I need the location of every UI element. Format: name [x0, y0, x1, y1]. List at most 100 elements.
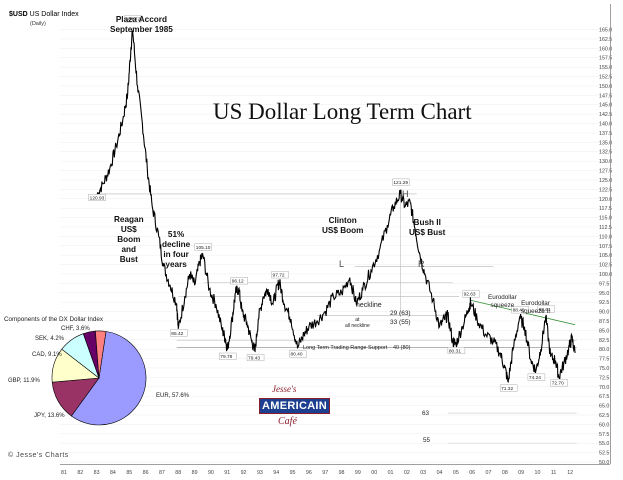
footer-credit: © Jesse's Charts — [8, 452, 69, 459]
x-tick-label: 96 — [306, 470, 312, 476]
y-tick-label: 80.0 — [599, 347, 609, 353]
x-tick-label: 91 — [224, 470, 230, 476]
y-tick-label: 62.5 — [599, 413, 609, 419]
value-label-box — [170, 329, 188, 337]
decline-annotation: 51% decline in four years — [162, 230, 191, 269]
target-55-label: 55 — [423, 437, 431, 444]
x-tick-label: 99 — [355, 470, 361, 476]
x-tick-label: 90 — [208, 470, 214, 476]
y-tick-label: 112.5 — [599, 225, 612, 231]
x-tick-label: 12 — [567, 470, 573, 476]
value-label: 79.43 — [248, 355, 260, 361]
y-tick-label: 147.5 — [599, 93, 612, 99]
support-value-label: 40 (80) — [393, 345, 411, 351]
y-tick-label: 102.5 — [599, 263, 612, 269]
axis-ticks: 50.0 52.5 55.0 57.5 60.0 62.5 65.0 67.5 70.0 72.5… — [61, 28, 612, 476]
y-tick-label: 115.0 — [599, 216, 612, 222]
value-label: 74.24 — [529, 375, 541, 381]
x-tick-label: 09 — [518, 470, 524, 476]
y-tick-label: 50.0 — [599, 460, 609, 466]
x-tick-label: 02 — [404, 470, 410, 476]
value-label: 88.40 — [513, 308, 525, 314]
value-label: 80.31 — [449, 348, 461, 354]
value-label: 85.42 — [171, 331, 183, 337]
pie-label-eur: EUR, 57.6% — [156, 393, 190, 399]
logo-line-3: Café — [278, 416, 297, 427]
y-tick-label: 65.0 — [599, 404, 609, 410]
logo-line-2: AMERICAIN — [259, 398, 331, 414]
value-label: 121.29 — [393, 180, 408, 186]
x-tick-label: 81 — [61, 470, 67, 476]
value-label-box — [550, 379, 568, 387]
y-tick-label: 145.0 — [599, 103, 612, 109]
value-label-box — [527, 373, 546, 381]
y-tick-label: 87.5 — [599, 319, 609, 325]
reagan-annotation: Reagan US$ Boom and Bust — [114, 215, 144, 264]
value-label-box — [511, 306, 529, 314]
y-tick-label: 165.0 — [599, 28, 612, 34]
pie-label-sek: SEK, 4.2% — [35, 336, 65, 342]
y-tick-label: 155.0 — [599, 65, 612, 71]
y-tick-label: 150.0 — [599, 84, 612, 90]
y-tick-label: 160.0 — [599, 46, 612, 52]
value-label-box — [271, 271, 289, 279]
x-tick-label: 87 — [159, 470, 165, 476]
y-tick-label: 55.0 — [599, 441, 609, 447]
target-63-label: 63 — [422, 410, 430, 417]
americain-cafe-logo: Jesse's AMERICAIN Café — [258, 382, 331, 438]
y-tick-label: 57.5 — [599, 432, 609, 438]
y-tick-label: 82.5 — [599, 338, 609, 344]
y-tick-label: 110.0 — [599, 234, 612, 240]
ticker-symbol: $USD — [9, 11, 28, 18]
y-tick-label: 127.5 — [599, 169, 612, 175]
x-tick-label: 98 — [339, 470, 345, 476]
plaza-accord-annotation: Plaza Accord September 1985 — [110, 15, 173, 34]
x-tick-label: 07 — [486, 470, 492, 476]
y-tick-label: 105.0 — [599, 253, 612, 259]
left-shoulder-label: L — [339, 259, 345, 269]
support-label: Long Term Trading Range Support — [303, 345, 388, 351]
value-label: 79.78 — [220, 354, 232, 360]
x-tick-label: 95 — [290, 470, 296, 476]
head-label: H — [402, 189, 409, 199]
y-tick-label: 162.5 — [599, 37, 612, 43]
y-tick-label: 107.5 — [599, 244, 612, 250]
y-tick-label: 67.5 — [599, 394, 609, 400]
y-tick-label: 157.5 — [599, 56, 612, 62]
pie-label-cad: CAD, 9.1% — [32, 352, 62, 358]
chart-title: US Dollar Long Term Chart — [213, 99, 472, 124]
y-tick-label: 132.5 — [599, 150, 612, 156]
y-tick-label: 90.0 — [599, 310, 609, 316]
ticker-header: $USD US Dollar Index — [9, 11, 79, 19]
grid-lines — [60, 29, 610, 463]
pie-label-jpy: JPY, 13.6% — [34, 413, 65, 419]
pie-label-chf: CHF, 3.6% — [61, 326, 90, 332]
x-tick-label: 00 — [371, 470, 377, 476]
x-tick-label: 85 — [126, 470, 132, 476]
pie-slice-chf — [95, 330, 107, 379]
value-label-box — [462, 290, 480, 298]
y-tick-label: 135.0 — [599, 140, 612, 146]
y-tick-label: 92.5 — [599, 300, 609, 306]
pie-label-gbp: GBP, 11.9% — [8, 378, 40, 384]
x-tick-label: 92 — [241, 470, 247, 476]
y-tick-label: 52.5 — [599, 451, 609, 457]
value-label-box — [219, 352, 237, 360]
ticker-description: US Dollar Index — [29, 11, 79, 18]
x-tick-label: 83 — [94, 470, 100, 476]
x-tick-label: 82 — [77, 470, 83, 476]
y-tick-label: 97.5 — [599, 281, 609, 287]
value-label-box — [499, 384, 518, 392]
value-label: 96.12 — [232, 279, 244, 285]
x-tick-label: 89 — [192, 470, 198, 476]
y-tick-label: 142.5 — [599, 112, 612, 118]
x-tick-label: 86 — [143, 470, 149, 476]
value-label-box — [537, 305, 555, 313]
x-tick-label: 03 — [420, 470, 426, 476]
y-tick-label: 122.5 — [599, 187, 612, 193]
y-tick-label: 130.0 — [599, 159, 612, 165]
value-label: 92.63 — [464, 292, 476, 298]
right-shoulder-label: R — [418, 259, 425, 269]
logo-line-1: Jesse's — [272, 384, 297, 394]
x-tick-label: 94 — [273, 470, 279, 476]
